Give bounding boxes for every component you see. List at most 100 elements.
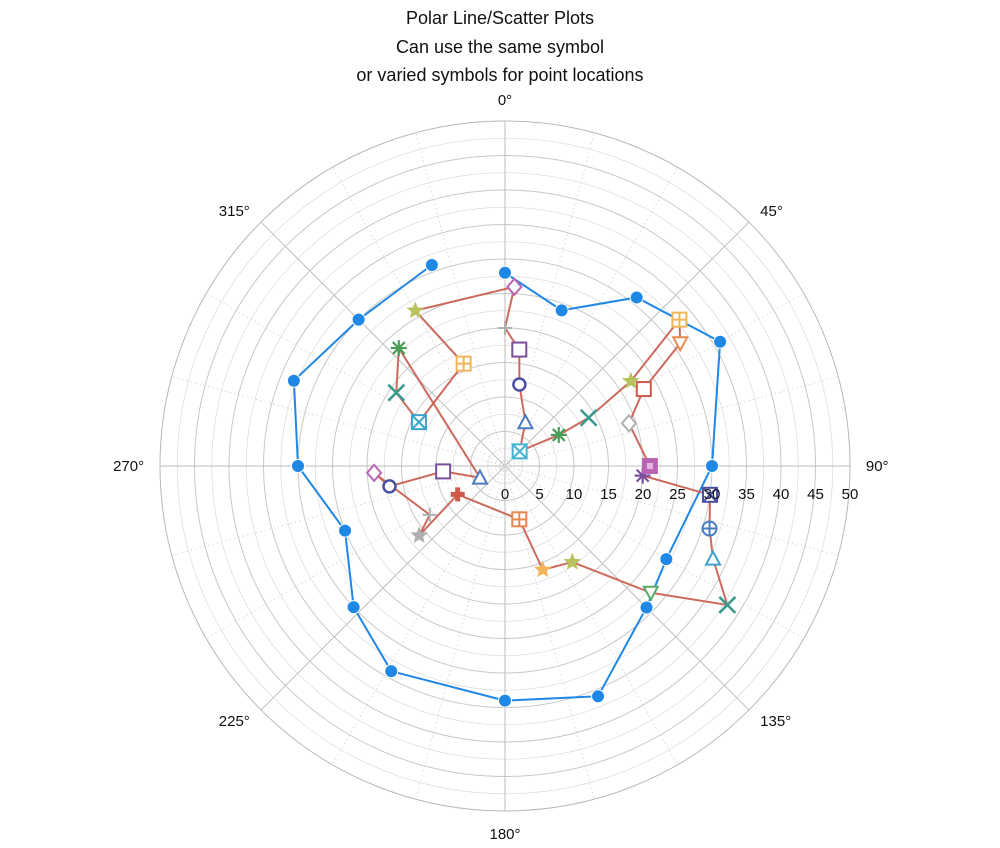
marker-triangle [471,468,489,485]
data-point-marker [671,336,689,353]
angle-label: 270° [113,458,144,475]
data-point-marker [511,511,528,528]
data-point-marker [550,426,567,443]
chart-title-line-1: Polar Line/Scatter Plots [405,8,595,28]
angle-label: 315° [219,203,250,220]
data-point-marker [629,290,644,305]
marker-circle [338,523,353,538]
marker-circle-open [382,479,397,494]
data-point-marker [351,312,366,327]
marker-circle [498,693,512,708]
marker-triangle-down [671,336,689,353]
major-spoke [504,221,750,467]
data-point-marker [533,560,552,578]
marker-triangle [704,549,722,566]
minor-spoke [504,465,805,639]
radial-tick-label: 0 [501,486,509,503]
marker-diamond [620,413,638,433]
data-point-marker [498,693,512,708]
marker-circle [291,459,305,473]
radial-tick-label: 50 [842,486,859,503]
radial-tick-label: 45 [807,486,824,503]
marker-circle [554,303,569,318]
marker-star [406,301,425,319]
marker-square [435,463,452,480]
data-point-marker [390,340,407,357]
marker-cross [450,487,465,502]
data-point-marker [511,341,528,358]
radial-tick-label: 25 [669,486,686,503]
radial-tick-label: 30 [704,486,721,503]
major-spoke [504,465,750,711]
chart-title-line-2: Can use the same symbol [395,36,605,57]
marker-star [621,371,640,389]
angle-label: 225° [219,713,250,730]
marker-circle [659,552,674,567]
data-point-marker [620,413,638,433]
series-lines [292,264,729,702]
chart-title: Polar Line/Scatter Plots Can use the sam… [0,4,1000,90]
data-point-marker [641,458,658,474]
data-point-marker [365,463,383,483]
data-point-marker [705,459,719,473]
data-point-marker [713,334,728,349]
data-point-marker [424,257,439,272]
minor-spoke [504,376,839,467]
data-point-marker [291,459,305,473]
data-point-marker [498,265,512,280]
data-point-marker [579,408,598,427]
angle-label: 90° [866,458,889,475]
marker-circle [424,257,439,272]
marker-circle [705,459,719,473]
minor-spoke [332,465,506,766]
data-point-marker [621,371,640,389]
data-point-marker [639,600,654,615]
minor-spoke [171,465,506,556]
marker-x [579,408,598,427]
minor-spoke [504,465,839,556]
data-point-marker [410,526,429,544]
minor-spoke [205,465,506,639]
marker-x [702,487,718,503]
radial-tick-label: 35 [738,486,755,503]
data-point-marker [346,600,361,615]
axis-labels: 0 5 10 15 20 25 30 35 40 45 50 0° 45° 90° 135° 180° 225°… [113,92,888,843]
data-point-marker [410,414,427,431]
marker-circle [591,689,606,704]
marker-circle [384,664,399,679]
marker-diamond [365,463,383,483]
data-point-marker [634,467,651,484]
data-point-marker [554,303,569,318]
marker-asterisk [634,467,651,484]
data-point-marker [642,585,660,602]
major-spoke [260,465,506,711]
marker-diamond [506,277,523,297]
radial-tick-label: 40 [773,486,790,503]
marker-x [411,414,427,430]
major-spoke [260,221,506,467]
data-point-marker [471,468,489,485]
minor-spoke [415,465,506,800]
angle-label: 180° [489,826,520,843]
data-point-marker [563,552,582,570]
angle-label: 0° [498,92,512,109]
data-point-marker [455,355,472,372]
marker-triangle [516,413,535,430]
minor-spoke [205,293,506,467]
marker-plus [672,312,687,327]
data-point-marker [671,311,688,328]
marker-square [511,341,528,358]
marker-triangle-down [642,585,660,602]
minor-spoke [171,376,506,467]
marker-circle [639,600,654,615]
marker-x [718,596,737,614]
data-point-marker [512,377,527,392]
data-point-marker [286,373,301,388]
marker-square [635,381,652,398]
angle-label: 135° [760,713,791,730]
marker-circle [346,600,361,615]
data-point-marker [704,549,722,566]
data-point-marker [516,413,535,430]
minor-spoke [504,166,678,467]
